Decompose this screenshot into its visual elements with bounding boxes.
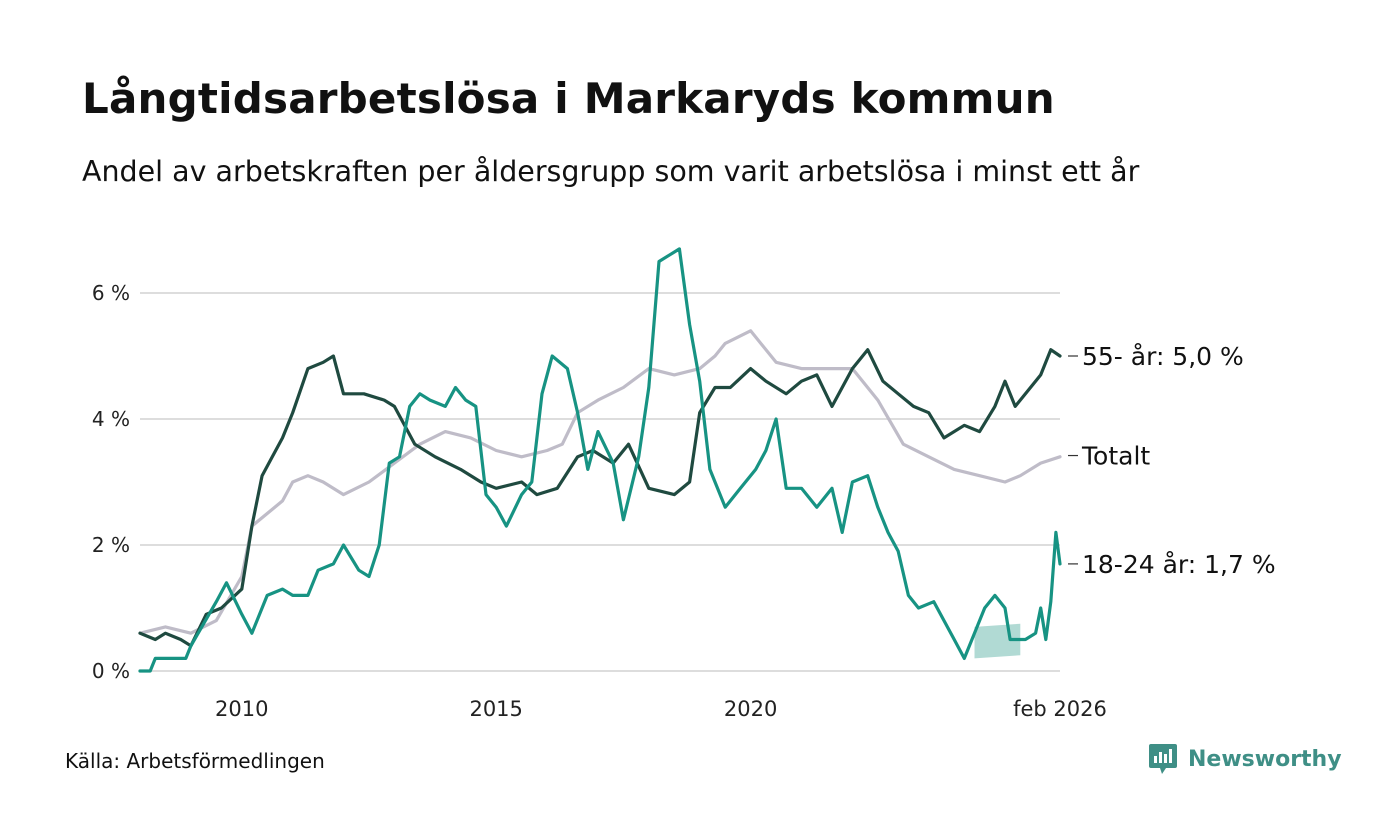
x-tick-label-0: 2010 bbox=[215, 697, 268, 721]
brand-logo: Newsworthy bbox=[1148, 742, 1342, 776]
y-tick-label-0: 0 % bbox=[92, 659, 130, 683]
chart-subtitle: Andel av arbetskraften per åldersgrupp s… bbox=[82, 155, 1140, 188]
brand-name: Newsworthy bbox=[1188, 746, 1342, 772]
series-line-0 bbox=[138, 329, 1062, 635]
series-label-1: 55- år: 5,0 % bbox=[1082, 342, 1244, 371]
series-line-1 bbox=[138, 348, 1062, 648]
series-line-2 bbox=[138, 247, 1062, 673]
series-label-0: Totalt bbox=[1081, 442, 1150, 471]
x-tick-label-3: feb 2026 bbox=[1013, 697, 1107, 721]
y-tick-label-1: 2 % bbox=[92, 533, 130, 557]
chart-title: Långtidsarbetslösa i Markaryds kommun bbox=[82, 74, 1055, 123]
series-label-2: 18-24 år: 1,7 % bbox=[1082, 550, 1276, 579]
y-tick-label-2: 4 % bbox=[92, 407, 130, 431]
y-tick-label-3: 6 % bbox=[92, 281, 130, 305]
newsworthy-icon bbox=[1149, 744, 1177, 774]
x-tick-label-2: 2020 bbox=[724, 697, 777, 721]
x-tick-label-1: 2015 bbox=[469, 697, 522, 721]
source-note: Källa: Arbetsförmedlingen bbox=[65, 749, 325, 773]
